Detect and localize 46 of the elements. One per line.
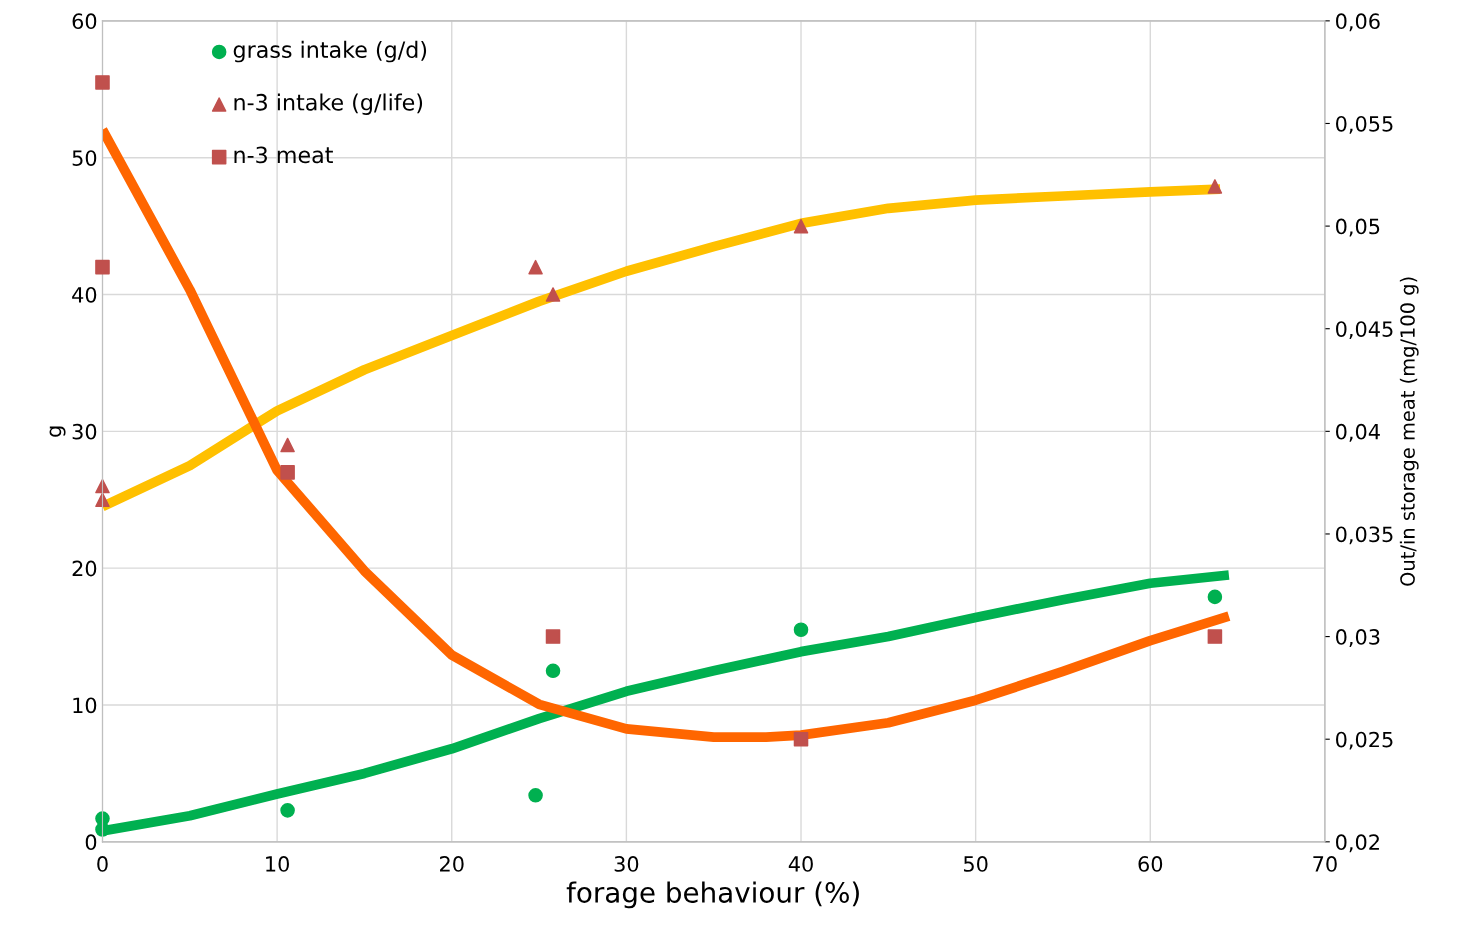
- y2-tick-label: 0,055: [1336, 115, 1393, 134]
- y-tick-label: 30: [72, 423, 97, 440]
- y-tick-label: 0: [85, 834, 97, 851]
- legend-label: n-3 intake (g/life): [234, 93, 423, 115]
- x-tick-label: 0: [97, 856, 108, 872]
- x-tick-label: 70: [1313, 856, 1337, 872]
- point: [1207, 179, 1223, 194]
- y2-tick-label: 0,03: [1336, 629, 1380, 647]
- y2-tick-label: 0,035: [1336, 526, 1393, 545]
- y-tick-label: 10: [73, 697, 97, 714]
- x-tick-label: 60: [1138, 856, 1163, 872]
- y2-tick-label: 0,02: [1336, 834, 1379, 853]
- y-tick-label: 50: [72, 150, 97, 166]
- y2-tick-label: 0,04: [1336, 423, 1380, 442]
- x-tick-label: 50: [964, 856, 988, 872]
- point: [1207, 629, 1223, 644]
- y2-tick-label: 0,025: [1336, 731, 1393, 750]
- y2-tick-label: 0,05: [1336, 218, 1380, 237]
- legend-label: n-3 meat: [234, 146, 333, 164]
- point: [1207, 589, 1223, 605]
- legend-label: grass intake (g/d): [233, 40, 427, 63]
- point: [545, 287, 561, 302]
- x-tick-label: 10: [266, 856, 289, 872]
- y-axis-title: g: [49, 426, 66, 437]
- point: [528, 788, 543, 803]
- point: [793, 731, 809, 747]
- x-axis-title: forage behaviour (%): [566, 881, 859, 909]
- x-tick-label: 20: [440, 856, 464, 872]
- point: [545, 663, 561, 679]
- point: [280, 437, 295, 453]
- point: [95, 259, 110, 275]
- point: [545, 629, 561, 644]
- point: [793, 218, 809, 234]
- x-tick-label: 40: [788, 856, 813, 872]
- y-tick-label: 60: [72, 13, 97, 30]
- y-tick-label: 40: [72, 286, 97, 303]
- point: [95, 75, 110, 90]
- point: [528, 259, 543, 275]
- y2-axis-title: Out/in storage meat (mg/100 g): [1399, 277, 1419, 586]
- point: [280, 803, 295, 818]
- x-tick-label: 30: [614, 856, 639, 872]
- point: [793, 622, 809, 638]
- y-tick-label: 20: [72, 560, 97, 577]
- y2-tick-label: 0,06: [1336, 13, 1380, 32]
- point: [280, 465, 295, 480]
- y2-tick-label: 0,045: [1336, 321, 1393, 340]
